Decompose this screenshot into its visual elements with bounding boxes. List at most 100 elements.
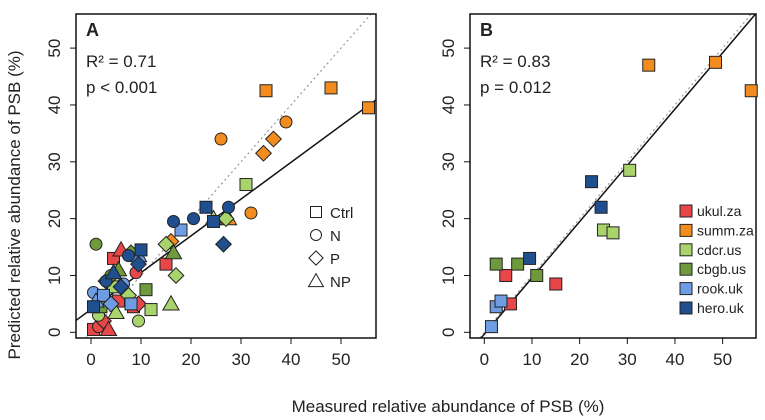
- data-point-summ.za: [744, 84, 758, 98]
- data-point-summ.za-diamond: [264, 130, 283, 148]
- data-point-rook.uk: [484, 320, 498, 334]
- y-tick-label: 50: [439, 39, 458, 58]
- x-tick-label: 50: [713, 350, 732, 369]
- legend-swatch-rook.uk: [679, 282, 693, 296]
- y-tick-label: 40: [439, 95, 458, 114]
- p-value-label: p = 0.012: [480, 78, 551, 97]
- legend-label: NP: [330, 274, 351, 291]
- data-point-ukul.za-triangle: [99, 320, 118, 337]
- legend-swatch-summ.za: [679, 223, 693, 237]
- data-point-hero.uk-square: [134, 243, 148, 257]
- data-point-hero.uk-circle: [122, 249, 135, 263]
- y-tick-label: 20: [439, 209, 458, 228]
- data-point-cdcr.us: [606, 226, 620, 240]
- y-axis-label: Predicted relative abundance of PSB (%): [5, 50, 24, 359]
- fit-line: [480, 14, 756, 338]
- panel-b: 0 10 20 30 40 50 0 10 20 30 40 50 B R² = 0.83 p = 0.01…: [439, 13, 758, 369]
- data-point-hero.uk: [523, 251, 537, 265]
- data-point-hero.uk-diamond: [129, 255, 148, 273]
- data-point-hero.uk-square: [199, 200, 213, 214]
- data-point-hero.uk: [594, 200, 608, 214]
- data-point-hero.uk-circle: [167, 214, 180, 228]
- x-axis-label: Measured relative abundance of PSB (%): [292, 397, 605, 416]
- legend-circle-icon: [310, 229, 322, 241]
- x-tick-label: 0: [480, 350, 489, 369]
- data-point-summ.za: [708, 55, 722, 69]
- y-tick-label: 50: [45, 39, 64, 58]
- y-tick-label: 0: [439, 328, 458, 337]
- identity-line: [478, 14, 753, 338]
- data-point-cdcr.us-triangle: [162, 294, 180, 311]
- legend-label: ukul.za: [697, 203, 742, 219]
- data-point-cdcr.us-square: [144, 303, 158, 317]
- legend-diamond-icon: [308, 250, 324, 266]
- panel-a: 0 10 20 30 40 50 0 10 20 30 40 50 A R² = 0.71 p < 0.00…: [45, 13, 377, 369]
- plot-frame: [75, 13, 377, 339]
- x-tick-label: 10: [523, 350, 542, 369]
- data-point-rook.uk: [494, 294, 508, 308]
- data-point-summ.za-square: [362, 101, 375, 115]
- data-point-hero.uk-diamond: [112, 278, 130, 296]
- data-point-hero.uk-circle: [187, 212, 200, 226]
- data-point-hero.uk-circle: [222, 200, 235, 214]
- legend-square-icon: [310, 206, 322, 218]
- data-point-cbgb.us: [489, 257, 503, 271]
- data-point-rook.uk-square: [174, 223, 188, 237]
- x-tick-label: 20: [570, 350, 589, 369]
- legend-label: cbgb.us: [697, 261, 746, 277]
- data-point-cbgb.us: [530, 268, 544, 282]
- legend-swatch-hero.uk: [679, 301, 693, 315]
- data-point-cbgb.us-square: [139, 283, 153, 297]
- data-point-cdcr.us: [623, 163, 637, 177]
- legend-label: rook.uk: [697, 281, 744, 297]
- data-point-cdcr.us-diamond: [167, 266, 185, 284]
- x-tick-label: 40: [666, 350, 685, 369]
- panel-label: B: [480, 20, 493, 40]
- y-tick-label: 40: [45, 95, 64, 114]
- y-tick-label: 20: [45, 209, 64, 228]
- panel-label: A: [86, 20, 99, 40]
- data-point-cdcr.us-circle: [132, 314, 145, 328]
- y-tick-label: 10: [45, 266, 64, 285]
- legend-label: N: [330, 228, 341, 245]
- y-tick-label: 10: [439, 266, 458, 285]
- r-squared-label: R² = 0.83: [480, 52, 550, 71]
- data-point-hero.uk: [585, 175, 599, 189]
- x-tick-label: 30: [232, 350, 251, 369]
- data-point-summ.za-circle: [214, 132, 228, 146]
- y-tick-label: 30: [439, 152, 458, 171]
- data-point-rook.uk-square: [97, 288, 110, 302]
- data-point-ukul.za: [549, 277, 563, 291]
- data-point-ukul.za-square: [159, 257, 173, 271]
- legend-label: Ctrl: [330, 205, 353, 222]
- data-point-cdcr.us-diamond: [217, 210, 235, 228]
- x-tick-label: 30: [618, 350, 637, 369]
- y-tick-label: 30: [45, 152, 64, 171]
- legend-label: summ.za: [697, 222, 754, 238]
- data-point-rook.uk-diamond: [102, 295, 120, 313]
- data-point-summ.za-square: [324, 81, 338, 95]
- data-point-cbgb.us: [511, 257, 525, 271]
- data-point-cdcr.us-square: [239, 178, 253, 192]
- data-point-summ.za-diamond: [254, 144, 273, 162]
- data-point-hero.uk-square: [87, 300, 100, 314]
- y-tick-label: 0: [45, 328, 64, 337]
- plot-frame: [469, 13, 757, 339]
- x-tick-label: 40: [282, 350, 301, 369]
- data-point-summ.za: [642, 58, 656, 72]
- x-tick-label: 20: [182, 350, 201, 369]
- legend-label: hero.uk: [697, 300, 745, 316]
- p-value-label: p < 0.001: [86, 78, 157, 97]
- r-squared-label: R² = 0.71: [86, 52, 156, 71]
- data-point-cbgb.us-triangle: [164, 243, 183, 260]
- legend-label: cdcr.us: [697, 242, 741, 258]
- legend-swatch-cdcr.us: [679, 243, 693, 257]
- data-point-summ.za-circle: [279, 115, 293, 129]
- data-point-cbgb.us-circle: [89, 237, 103, 251]
- data-point-rook.uk-square: [124, 297, 138, 311]
- legend-label: P: [330, 251, 340, 268]
- data-point-hero.uk-diamond: [214, 235, 233, 253]
- data-point-summ.za-circle: [244, 206, 258, 220]
- data-point-hero.uk-triangle: [104, 263, 123, 280]
